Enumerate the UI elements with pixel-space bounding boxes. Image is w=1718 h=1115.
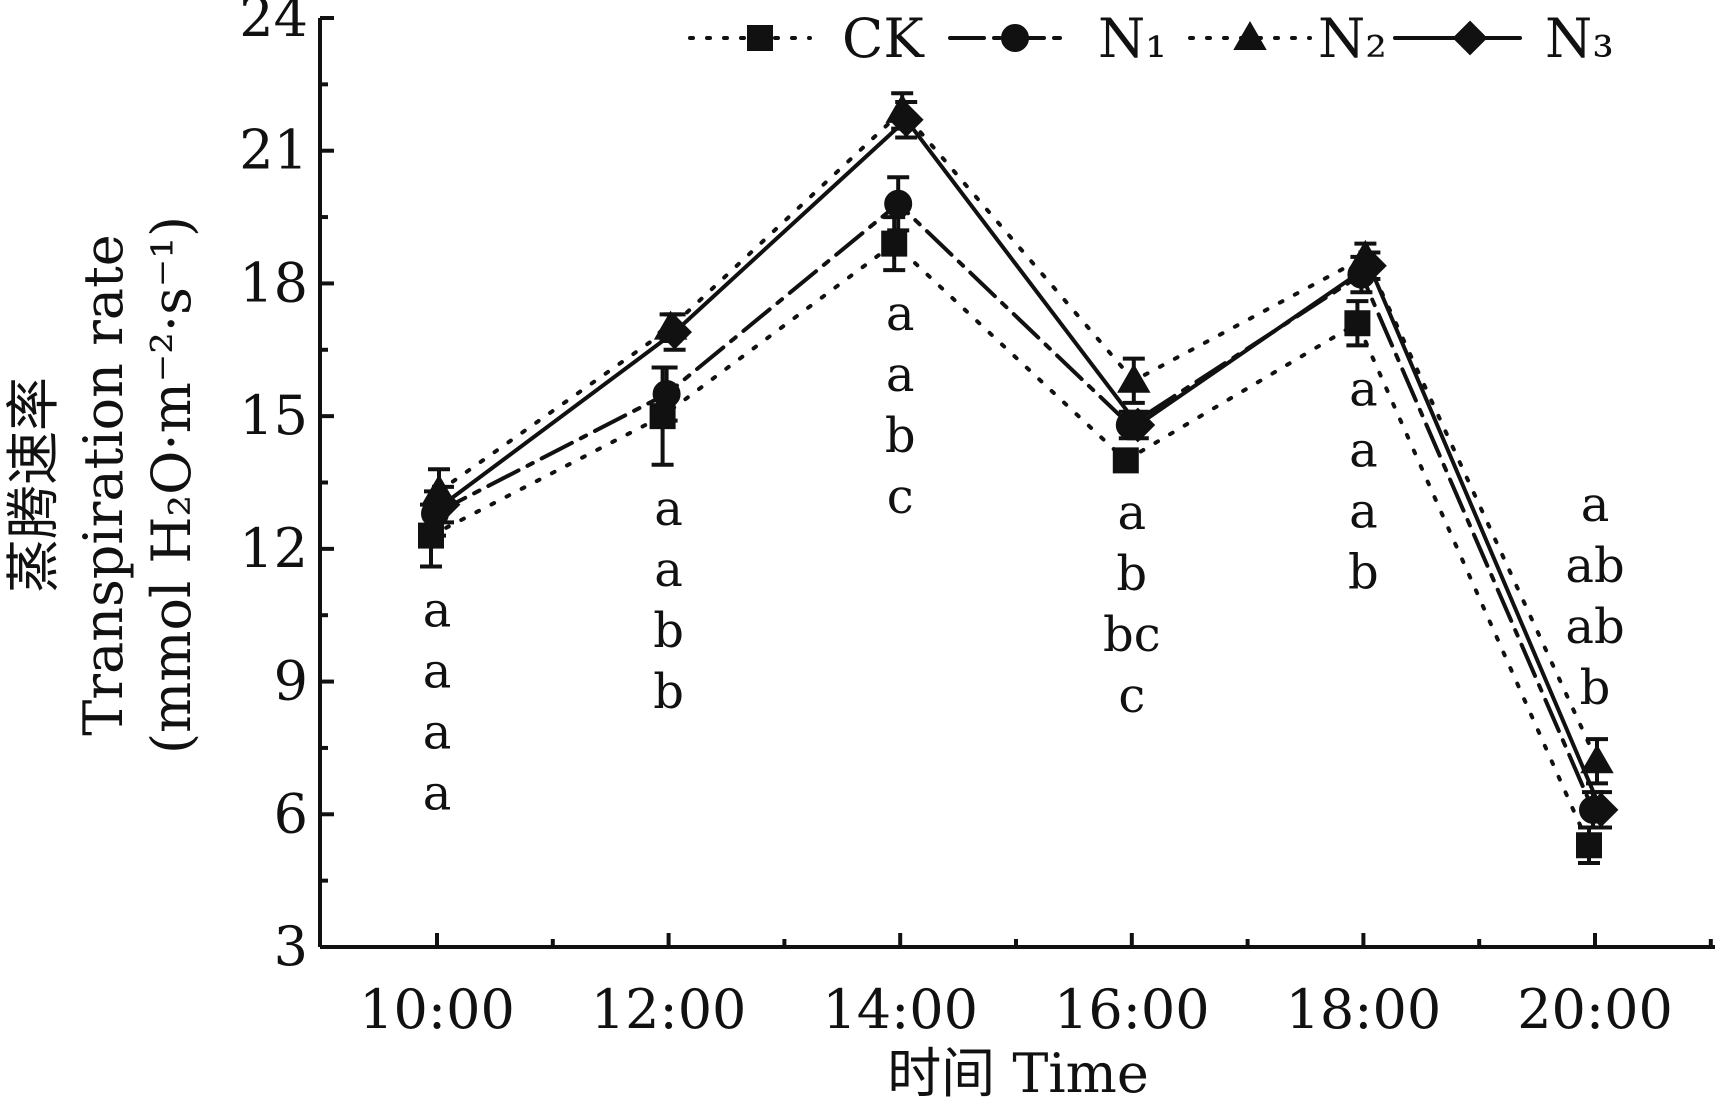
y-tick-label: 3 [274, 915, 308, 978]
significance-letter: a [1117, 485, 1146, 541]
series-layer [418, 91, 1619, 865]
series-line [441, 116, 1603, 812]
significance-letter: a [654, 481, 683, 537]
significance-letter: b [1116, 546, 1147, 602]
legend-marker [1452, 20, 1488, 56]
data-point [425, 487, 461, 523]
series-line [429, 241, 1591, 848]
data-point [1112, 447, 1139, 474]
legend-label: N₁ [1098, 7, 1167, 70]
significance-letter: a [1349, 422, 1378, 478]
data-point [649, 403, 676, 430]
data-point [1580, 744, 1614, 774]
y-axis-ticks: 3 6 9 12 15 18 21 24 [239, 0, 334, 978]
legend-item: N₁ [948, 7, 1167, 70]
data-point [1344, 310, 1371, 337]
significance-letter: c [887, 469, 914, 525]
x-axis-title: 时间 Time [887, 1042, 1149, 1105]
legend-label: CK [842, 7, 925, 70]
data-point [1120, 407, 1156, 443]
x-tick-label: 18:00 [1286, 978, 1442, 1041]
y-axis-title-unit: (mmol H₂O·m⁻²·s⁻¹) [140, 216, 203, 754]
significance-letter: a [1349, 361, 1378, 417]
legend-item: N₂ [1188, 7, 1387, 70]
significance-letter: a [423, 705, 452, 761]
x-tick-label: 20:00 [1517, 978, 1673, 1041]
y-tick-label: 18 [239, 251, 308, 314]
significance-letter: a [1581, 477, 1610, 533]
x-axis-ticks: 10:00 12:00 14:00 16:00 18:00 20:00 [359, 933, 1713, 1041]
significance-letter: a [1349, 483, 1378, 539]
y-tick-label: 15 [239, 384, 308, 447]
data-point [1117, 363, 1151, 393]
series-circle [421, 175, 1607, 830]
data-point [881, 230, 908, 257]
y-tick-label: 6 [274, 782, 308, 845]
significance-letter: b [885, 408, 916, 464]
y-tick-label: 24 [239, 0, 308, 49]
legend-label: N₂ [1318, 7, 1387, 70]
legend-label: N₃ [1545, 7, 1614, 70]
y-axis-title-en: Transpiration rate [72, 234, 135, 735]
significance-letter: a [423, 766, 452, 822]
legend: CK N₁ N₂ N₃ [688, 7, 1614, 70]
y-axis-title: 蒸腾速率 Transpiration rate (mmol H₂O·m⁻²·s⁻… [2, 216, 203, 754]
significance-letter: b [1348, 544, 1379, 600]
legend-item: CK [688, 7, 925, 70]
series-line [433, 201, 1595, 812]
series-square [418, 215, 1602, 865]
significance-letter: a [886, 347, 915, 403]
significance-letter: c [1118, 668, 1145, 724]
significance-letter: ab [1565, 599, 1624, 655]
significance-letter: a [654, 542, 683, 598]
x-tick-label: 16:00 [1054, 978, 1210, 1041]
significance-letter: bc [1103, 607, 1161, 663]
y-tick-label: 9 [274, 650, 308, 713]
series-line [437, 108, 1599, 764]
significance-letter: a [423, 583, 452, 639]
significance-letter: b [653, 664, 684, 720]
legend-item: N₃ [1393, 7, 1614, 70]
x-tick-label: 12:00 [591, 978, 747, 1041]
y-tick-label: 12 [239, 517, 308, 580]
axes [318, 18, 1715, 949]
data-point [1351, 248, 1387, 284]
data-point [884, 189, 913, 218]
data-point [657, 314, 693, 350]
y-tick-label: 21 [239, 119, 308, 182]
series-diamond [425, 100, 1619, 830]
significance-letter: a [886, 286, 915, 342]
x-tick-label: 10:00 [359, 978, 515, 1041]
x-tick-label: 14:00 [822, 978, 978, 1041]
significance-letter: b [653, 603, 684, 659]
y-axis-title-cn: 蒸腾速率 [2, 377, 65, 593]
data-point [652, 380, 681, 409]
legend-marker [1001, 24, 1029, 52]
legend-marker [747, 25, 773, 51]
data-point [888, 102, 924, 138]
significance-letter: a [423, 644, 452, 700]
significance-letter: b [1580, 660, 1611, 716]
data-point [1576, 832, 1602, 859]
data-point [1583, 792, 1619, 828]
significance-letter: ab [1565, 538, 1624, 594]
legend-marker [1233, 20, 1267, 50]
